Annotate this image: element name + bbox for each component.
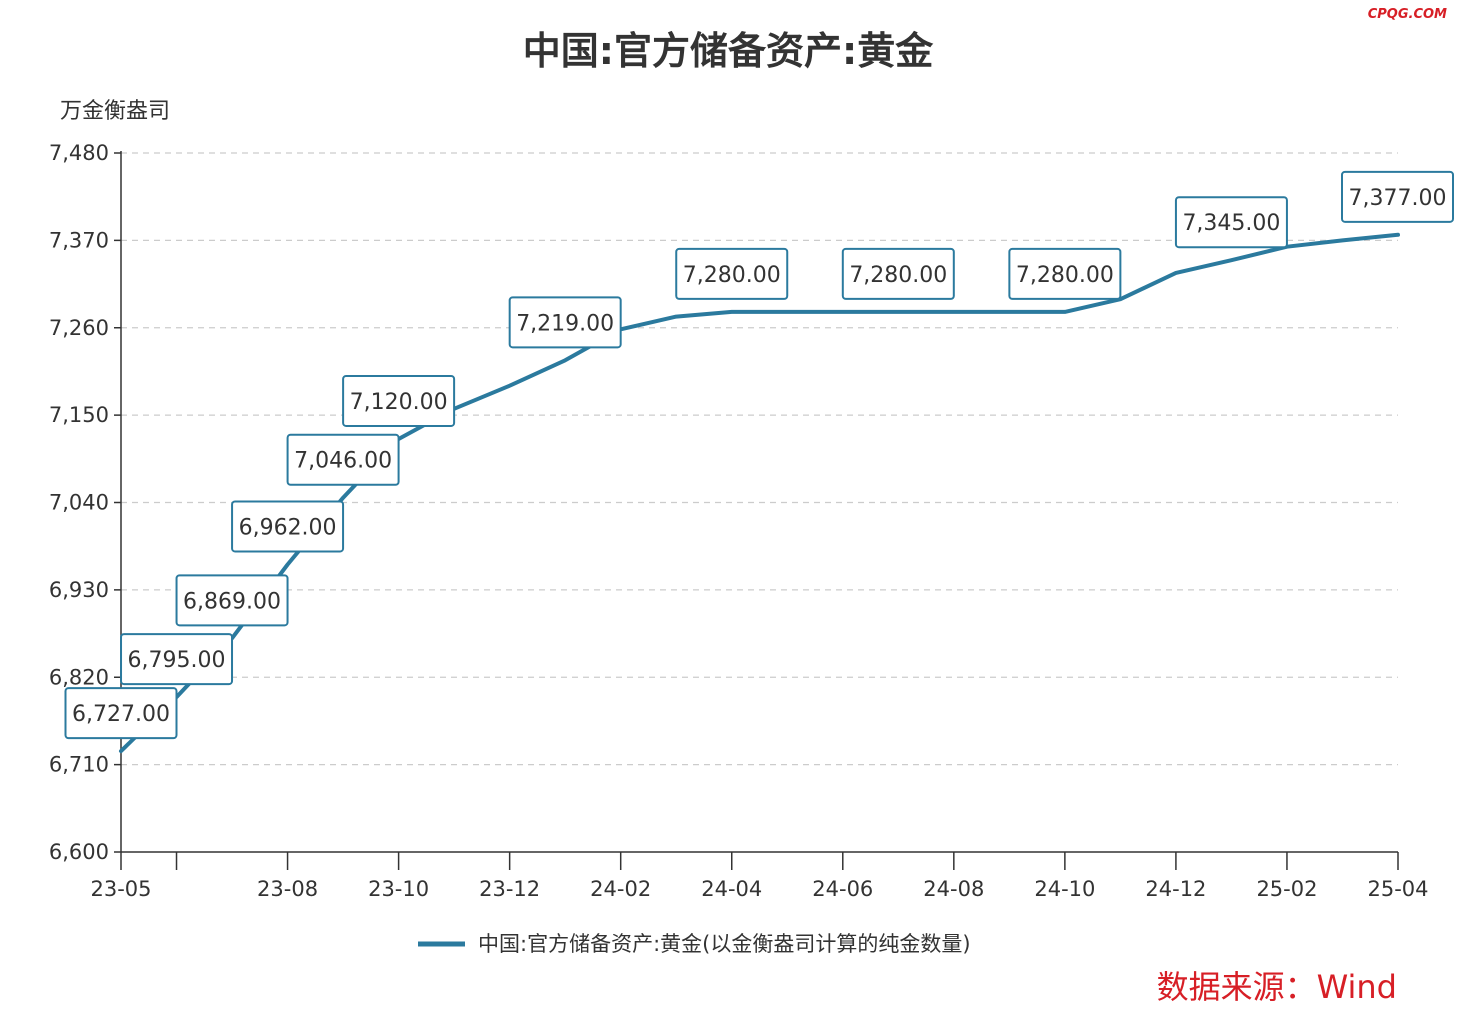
data-label: 7,280.00 <box>841 247 955 300</box>
data-label-text: 7,377.00 <box>1349 186 1447 211</box>
data-label-text: 7,046.00 <box>294 449 392 474</box>
x-tick-label: 24-06 <box>812 877 873 901</box>
data-label-text: 6,962.00 <box>239 515 337 540</box>
data-label: 7,046.00 <box>286 433 400 486</box>
series-line <box>119 232 1400 754</box>
y-tick-label: 7,040 <box>49 491 109 515</box>
data-label-box <box>175 574 289 627</box>
data-label: 7,120.00 <box>342 374 456 427</box>
data-label-box <box>841 247 955 300</box>
data-label: 6,869.00 <box>175 574 289 627</box>
x-tick-label: 24-02 <box>590 877 651 901</box>
data-source-label: 数据来源：Wind <box>1157 968 1397 1006</box>
x-tick-label: 23-10 <box>368 877 429 901</box>
y-tick-label: 6,930 <box>49 578 109 602</box>
data-label: 7,280.00 <box>1008 247 1122 300</box>
x-tick-label: 24-04 <box>701 877 762 901</box>
x-axis-ticks: 23-05 23-08 23-10 23-12 24-02 24-04 24-06 24-08… <box>90 852 1429 901</box>
legend-label: 中国:官方储备资产:黄金(以金衡盎司计算的纯金数量) <box>478 932 971 956</box>
data-label-text: 6,795.00 <box>128 648 226 673</box>
data-label-text: 6,727.00 <box>72 702 170 727</box>
data-label: 6,962.00 <box>231 500 345 553</box>
data-label: 7,345.00 <box>1174 196 1288 249</box>
data-label-text: 7,280.00 <box>849 263 947 288</box>
data-label-box <box>1341 170 1454 223</box>
data-label-box <box>231 500 345 553</box>
y-tick-label: 6,600 <box>49 840 109 864</box>
x-tick-label: 25-02 <box>1256 877 1317 901</box>
data-label-text: 7,345.00 <box>1182 211 1280 236</box>
data-label-box <box>64 687 178 740</box>
y-tick-label: 6,820 <box>49 665 109 689</box>
y-tick-label: 7,150 <box>49 403 109 427</box>
data-label-text: 7,120.00 <box>350 390 448 415</box>
x-tick-label: 24-08 <box>923 877 984 901</box>
data-label: 7,280.00 <box>675 247 789 300</box>
x-tick-label: 24-10 <box>1034 877 1095 901</box>
data-label-box <box>1174 196 1288 249</box>
legend[interactable]: 中国:官方储备资产:黄金(以金衡盎司计算的纯金数量) <box>418 932 971 956</box>
data-label-box <box>1008 247 1122 300</box>
data-label-box <box>286 433 400 486</box>
data-label-text: 6,869.00 <box>183 589 281 614</box>
watermark: CPQG.COM <box>1368 7 1447 22</box>
y-axis-unit-label: 万金衡盎司 <box>60 99 170 124</box>
x-tick-label: 25-04 <box>1367 877 1428 901</box>
x-tick-label: 24-12 <box>1145 877 1206 901</box>
chart-title: 中国:官方储备资产:黄金 <box>523 29 934 73</box>
x-tick-label: 23-12 <box>479 877 540 901</box>
data-label: 7,377.00 <box>1341 170 1454 223</box>
data-labels: 6,727.00 6,795.00 6,869.00 6,962.00 7,046.00… <box>64 170 1454 740</box>
y-tick-label: 7,370 <box>49 228 109 252</box>
data-label-box <box>508 296 622 349</box>
x-tick-label: 23-08 <box>257 877 318 901</box>
data-label-text: 7,219.00 <box>516 311 614 336</box>
data-label-box <box>120 633 234 686</box>
data-label-text: 7,280.00 <box>683 263 781 288</box>
series-group <box>119 232 1400 754</box>
y-axis-ticks: 6,600 6,710 6,820 6,930 7,040 7,150 7,260 7,370… <box>49 141 121 864</box>
y-tick-label: 6,710 <box>49 753 109 777</box>
y-tick-label: 7,480 <box>49 141 109 165</box>
y-tick-label: 7,260 <box>49 316 109 340</box>
data-label: 6,795.00 <box>120 633 234 686</box>
x-tick-label: 23-05 <box>90 877 151 901</box>
data-label-box <box>675 247 789 300</box>
data-label: 7,219.00 <box>508 296 622 349</box>
data-label-text: 7,280.00 <box>1016 263 1114 288</box>
data-label-box <box>342 374 456 427</box>
data-label: 6,727.00 <box>64 687 178 740</box>
